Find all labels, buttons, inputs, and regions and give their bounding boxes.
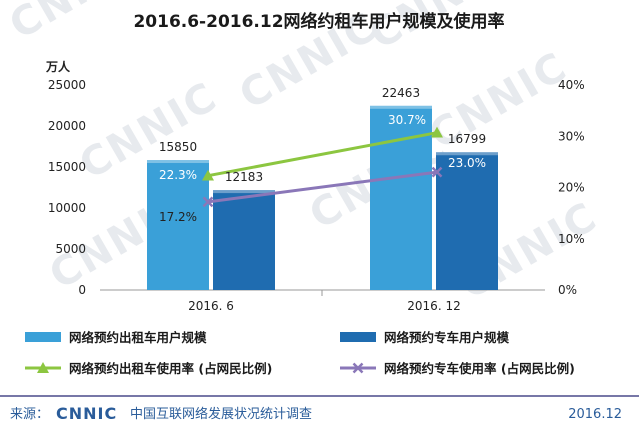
legend-swatch [340,332,376,342]
bar-highlight [213,190,275,194]
series-line-1 [207,131,438,178]
right-tick-label: 20% [558,181,585,195]
legend-marker [352,362,364,374]
bar-highlight [370,105,432,109]
footer-date: 2016.12 [568,407,622,422]
watermark-text: CNNIC [2,0,155,49]
left-tick-label: 5000 [55,242,86,256]
bar-1-2 [370,105,432,290]
x-marker [202,196,214,208]
chart-title: 2016.6-2016.12网络约租车用户规模及使用率 [133,11,504,32]
legend-label: 网络预约专车使用率 (占网民比例) [384,361,575,376]
line-value-label: 17.2% [159,210,197,224]
category-label: 2016. 12 [407,299,460,313]
left-tick-label: 10000 [48,201,86,215]
data-labels-layer: 15850 22463 12183 16799 22.3% 30.7% 17.2% 23.0% [159,86,486,224]
bar-value-label: 15850 [159,140,197,154]
x-marker [431,166,443,178]
lines-layer [202,126,443,208]
left-tick-label: 0 [78,283,86,297]
left-tick-label: 20000 [48,119,86,133]
right-tick-label: 0% [558,283,577,297]
triangle-marker [202,169,214,181]
footer-source-text: 中国互联网络发展状况统计调查 [130,406,312,422]
legend-label: 网络预约出租车使用率 (占网民比例) [69,361,272,376]
bar-highlight [147,160,209,164]
category-label: 2016. 6 [188,299,234,313]
bar-value-label: 12183 [225,170,263,184]
footer-brand-logo: CNNIC [56,404,117,423]
left-tick-label: 15000 [48,160,86,174]
legend-swatch [25,332,61,342]
line-value-label: 30.7% [388,113,426,127]
bar-highlight [436,152,498,156]
right-tick-label: 30% [558,129,585,143]
bar-value-label: 22463 [382,86,420,100]
bar-value-label: 16799 [448,132,486,146]
triangle-marker [431,126,443,138]
legend-marker [37,362,49,373]
footer-source-label: 来源： [10,407,49,422]
left-tick-label: 25000 [48,78,86,92]
line-value-label: 22.3% [159,168,197,182]
left-axis-ticks: 0 5000 10000 15000 20000 25000 [48,78,86,297]
bar-2-1 [213,190,275,290]
category-labels: 2016. 6 2016. 12 [188,299,461,313]
series-line-2 [207,170,438,204]
right-tick-label: 10% [558,232,585,246]
legend-label: 网络预约专车用户规模 [384,330,510,345]
legend-label: 网络预约出租车用户规模 [69,330,207,345]
watermark-text: CNNIC [422,44,575,159]
bar-2-2 [436,152,498,290]
left-axis-unit: 万人 [45,59,71,74]
right-axis-ticks: 0% 10% 20% 30% 40% [558,78,585,297]
line-value-label: 23.0% [448,156,486,170]
watermark-layer: CNNICCNNICCNNICCNNICCNNICCNNICCNNICCNNIC [2,0,605,309]
right-tick-label: 40% [558,78,585,92]
bars-layer [147,105,498,290]
bar-1-1 [147,160,209,290]
